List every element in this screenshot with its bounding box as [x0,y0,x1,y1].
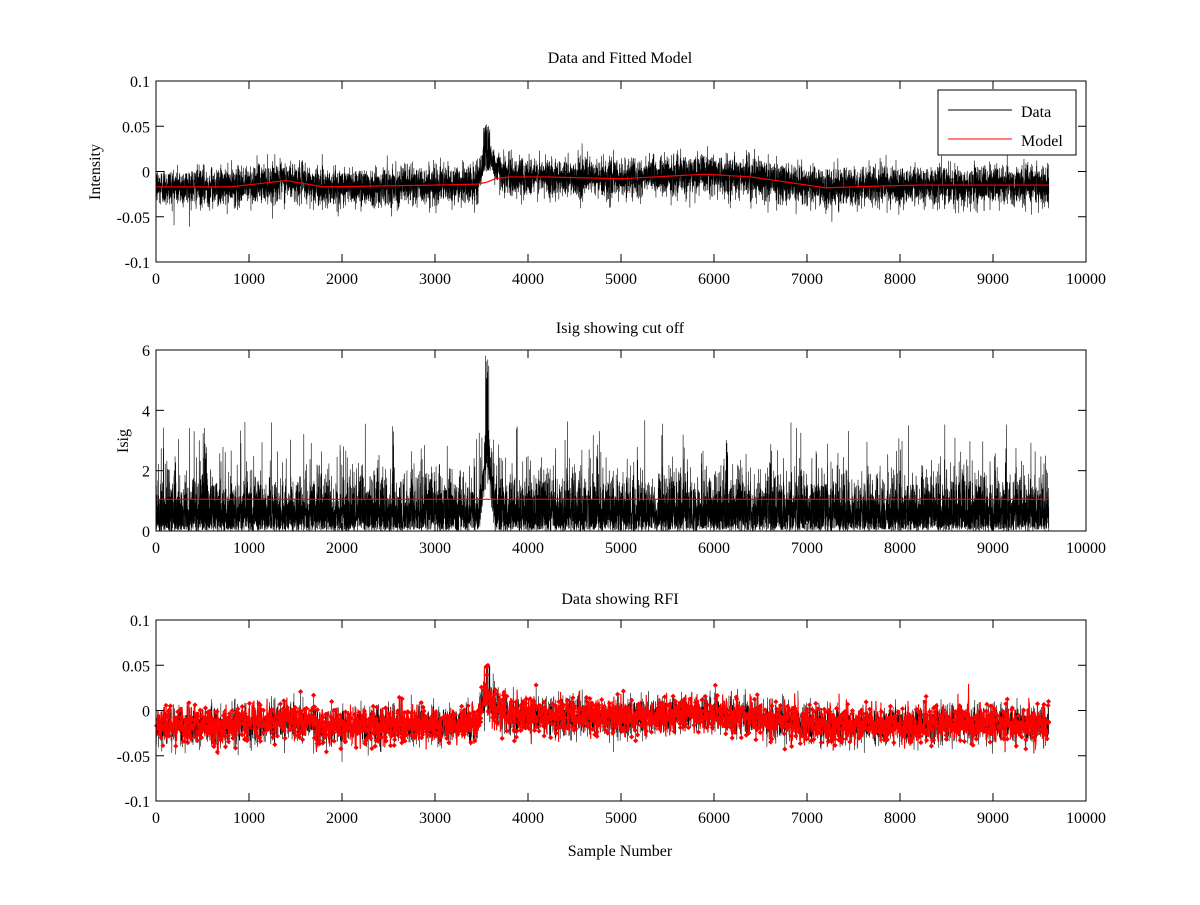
panel-1-xtick-label: 2000 [326,271,358,288]
rfi-marker-dots [154,662,1052,755]
panel-3-xtick-label: 6000 [698,810,730,827]
panel-data-rfi: Data showing RFI Sample Number 0 1000 2000… [117,591,1106,860]
panel-2-ytick-label: 0 [142,524,150,541]
legend: Data Model [937,89,1077,156]
panel-1-xtick-label: 1000 [233,271,265,288]
panel-2-xtick-label: 4000 [512,540,544,557]
legend-box [937,89,1077,156]
panel-1-ytick-label: -0.1 [125,255,150,272]
panel-2-xtick-label: 6000 [698,540,730,557]
panel-1-xtick-label: 3000 [419,271,451,288]
panel-3-xtick-label: 5000 [605,810,637,827]
series-isig-line [155,355,1050,532]
series-data-line [155,124,1050,227]
panel-2-xtick-label: 8000 [884,540,916,557]
panel-1-ytick-label: 0.1 [130,74,150,91]
panel-1-xtick-label: 9000 [977,271,1009,288]
panel-3-xtick-label: 7000 [791,810,823,827]
panel-3-xtick-label: 1000 [233,810,265,827]
panel-1-xtick-label: 0 [152,271,160,288]
panel-2-xtick-label: 5000 [605,540,637,557]
panel-1-xtick-label: 7000 [791,271,823,288]
panel-3-ytick-label: 0.1 [130,613,150,630]
legend-label-model: Model [1021,133,1063,150]
panel-2-xtick-label: 3000 [419,540,451,557]
panel-data-fitted-model: Data and Fitted Model Intensity 0 1000 200… [87,50,1106,288]
panel-isig-cutoff: Isig showing cut off Isig 0 1000 2000 3000 4… [115,320,1106,557]
panel-3-plot-area [154,662,1052,762]
panel-1-xtick-label: 5000 [605,271,637,288]
panel-1-xtick-label: 10000 [1066,271,1106,288]
panel-2-ticks: 0 1000 2000 3000 4000 5000 6000 7000 8000 9000 100… [142,343,1106,557]
panel-1-title: Data and Fitted Model [548,50,693,67]
panel-1-ytick-label: 0.05 [122,119,150,136]
series-model-line [156,173,1049,189]
panel-3-xtick-label: 8000 [884,810,916,827]
panel-2-ytick-label: 2 [142,464,150,481]
panel-3-ytick-label: 0 [142,704,150,721]
panel-2-plot-area [155,355,1050,532]
panel-2-ytick-label: 6 [142,343,150,360]
panel-3-xtick-label: 3000 [419,810,451,827]
panel-2-xtick-label: 1000 [233,540,265,557]
panel-3-ytick-label: -0.1 [125,794,150,811]
panel-1-xtick-label: 4000 [512,271,544,288]
panel-2-xtick-label: 9000 [977,540,1009,557]
panel-1-ytick-label: -0.05 [117,210,150,227]
legend-label-data: Data [1021,104,1051,121]
panel-2-xtick-label: 7000 [791,540,823,557]
panel-3-xlabel: Sample Number [568,843,673,860]
panel-3-xtick-label: 2000 [326,810,358,827]
panel-1-xtick-label: 8000 [884,271,916,288]
panel-1-ticks: 0 1000 2000 3000 4000 5000 6000 7000 8000 9000 100… [117,74,1106,288]
panel-1-xtick-label: 6000 [698,271,730,288]
panel-3-ytick-label: -0.05 [117,749,150,766]
panel-3-xtick-label: 4000 [512,810,544,827]
panel-2-title: Isig showing cut off [556,320,685,337]
panel-3-title: Data showing RFI [561,591,678,608]
panel-2-xtick-label: 0 [152,540,160,557]
panel-1-plot-area [155,124,1050,227]
panel-2-xtick-label: 2000 [326,540,358,557]
panel-3-xtick-label: 10000 [1066,810,1106,827]
panel-2-xtick-label: 10000 [1066,540,1106,557]
panel-1-ylabel: Intensity [87,144,104,200]
series-rfi-markers [154,662,1052,755]
panel-2-ytick-label: 4 [142,403,150,420]
panel-3-ytick-label: 0.05 [122,658,150,675]
panel-3-ticks: 0 1000 2000 3000 4000 5000 6000 7000 8000 9000 100… [117,613,1106,827]
panel-3-xtick-label: 0 [152,810,160,827]
panel-2-ylabel: Isig [115,429,132,453]
panel-1-ytick-label: 0 [142,165,150,182]
panel-3-xtick-label: 9000 [977,810,1009,827]
